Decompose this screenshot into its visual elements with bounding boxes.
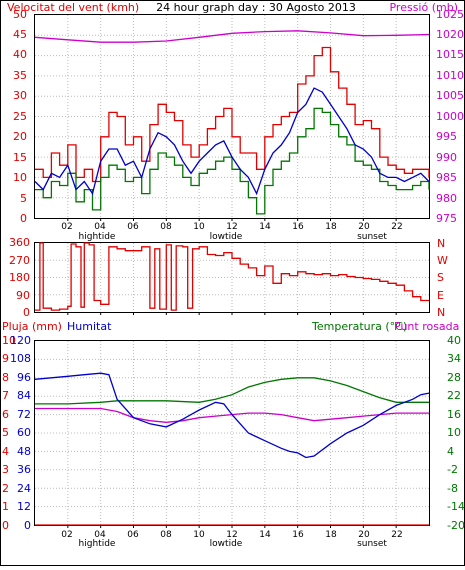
- temp-tick-neg14: -14: [447, 500, 465, 513]
- wind-tick-45: 45: [13, 28, 27, 41]
- wind-tick-5: 5: [20, 192, 27, 205]
- p3-xtick-16: 16: [292, 530, 304, 540]
- p1-marker-hightide: hightide: [79, 232, 116, 242]
- p3-xtick-22: 22: [391, 530, 402, 540]
- p1-xtick-16: 16: [292, 222, 304, 232]
- rain-tick-5: 5: [2, 426, 9, 439]
- rain-tick-8: 8: [2, 371, 9, 384]
- rain-tick-0: 0: [2, 519, 9, 532]
- wind-tick-10: 10: [13, 171, 27, 184]
- temp-tick-neg8: -8: [447, 482, 458, 495]
- wind-tick-20: 20: [13, 130, 27, 143]
- wind-tick-35: 35: [13, 69, 27, 82]
- rain-tick-9: 9: [2, 352, 9, 365]
- compass-N-bottom: N: [437, 306, 445, 319]
- pressure-tick-990: 990: [436, 151, 457, 164]
- p3-xtick-08: 08: [160, 530, 172, 540]
- rain-tick-6: 6: [2, 408, 9, 421]
- p3-xtick-14: 14: [259, 530, 271, 540]
- wind-tick-15: 15: [13, 151, 27, 164]
- humidity-tick-84: 84: [17, 389, 31, 402]
- rain-tick-2: 2: [2, 482, 9, 495]
- rain-tick-4: 4: [2, 445, 9, 458]
- temp-tick-neg20: -20: [447, 519, 465, 532]
- p3-xtick-06: 06: [127, 530, 139, 540]
- pressure-tick-1025: 1025: [436, 8, 464, 21]
- p3-marker-lowtide: lowtide: [210, 539, 243, 549]
- direction-tick-360: 360: [9, 236, 30, 249]
- humidity-tick-12: 12: [17, 500, 31, 513]
- direction-tick-270: 270: [9, 254, 30, 267]
- p1-xtick-18: 18: [325, 222, 337, 232]
- humidity-tick-36: 36: [17, 463, 31, 476]
- humidity-axis-label: Humitat: [67, 320, 112, 333]
- pressure-tick-995: 995: [436, 130, 457, 143]
- pressure-tick-1010: 1010: [436, 69, 464, 82]
- p1-xtick-04: 04: [94, 222, 106, 232]
- dewpoint-axis-label: Punt rosada: [394, 320, 459, 333]
- p1-xtick-02: 02: [61, 222, 72, 232]
- direction-tick-180: 180: [9, 271, 30, 284]
- pressure-tick-1005: 1005: [436, 89, 464, 102]
- humidity-tick-96: 96: [17, 371, 31, 384]
- compass-N-top: N: [437, 237, 445, 250]
- pressure-tick-980: 980: [436, 192, 457, 205]
- temp-tick-22: 22: [447, 389, 461, 402]
- temperature-axis-label: Temperatura (°C): [311, 320, 407, 333]
- temp-tick-28: 28: [447, 371, 461, 384]
- wind-tick-50: 50: [13, 8, 27, 21]
- pressure-tick-975: 975: [436, 212, 457, 225]
- p1-xtick-20: 20: [358, 222, 370, 232]
- direction-tick-0: 0: [23, 306, 30, 319]
- compass-E: E: [437, 289, 444, 302]
- rain-axis-label: Pluja (mm): [2, 320, 62, 333]
- p3-xtick-02: 02: [61, 530, 72, 540]
- wind-tick-25: 25: [13, 110, 27, 123]
- temp-tick-neg2: -2: [447, 463, 458, 476]
- p3-marker-hightide: hightide: [79, 539, 116, 549]
- wind-tick-0: 0: [20, 212, 27, 225]
- temp-tick-10: 10: [447, 426, 461, 439]
- p1-xtick-10: 10: [193, 222, 205, 232]
- humidity-tick-48: 48: [17, 445, 31, 458]
- temp-tick-40: 40: [447, 334, 461, 347]
- p1-marker-sunset: sunset: [357, 232, 387, 242]
- direction-tick-90: 90: [16, 289, 30, 302]
- pressure-tick-1015: 1015: [436, 48, 464, 61]
- pressure-tick-1000: 1000: [436, 110, 464, 123]
- p3-xtick-18: 18: [325, 530, 337, 540]
- p1-xtick-06: 06: [127, 222, 139, 232]
- p1-xtick-22: 22: [391, 222, 402, 232]
- wind-tick-30: 30: [13, 89, 27, 102]
- p1-xtick-14: 14: [259, 222, 271, 232]
- pressure-tick-985: 985: [436, 171, 457, 184]
- rain-tick-1: 1: [2, 500, 9, 513]
- humidity-tick-60: 60: [17, 426, 31, 439]
- compass-W: W: [437, 254, 448, 267]
- p1-marker-lowtide: lowtide: [210, 232, 243, 242]
- temp-tick-4: 4: [447, 445, 454, 458]
- temp-tick-34: 34: [447, 352, 461, 365]
- chart-title: 24 hour graph day : 30 Agosto 2013: [156, 1, 356, 14]
- p3-xtick-10: 10: [193, 530, 205, 540]
- compass-S: S: [437, 271, 444, 284]
- rain-tick-3: 3: [2, 463, 9, 476]
- p1-xtick-12: 12: [226, 222, 237, 232]
- temp-tick-16: 16: [447, 408, 461, 421]
- humidity-tick-120: 120: [10, 334, 31, 347]
- humidity-tick-0: 0: [24, 519, 31, 532]
- humidity-tick-108: 108: [10, 352, 31, 365]
- rain-tick-7: 7: [2, 389, 9, 402]
- wind-tick-40: 40: [13, 48, 27, 61]
- pressure-tick-1020: 1020: [436, 28, 464, 41]
- humidity-tick-72: 72: [17, 408, 31, 421]
- p3-marker-sunset: sunset: [357, 539, 387, 549]
- p1-xtick-08: 08: [160, 222, 172, 232]
- humidity-tick-24: 24: [17, 482, 31, 495]
